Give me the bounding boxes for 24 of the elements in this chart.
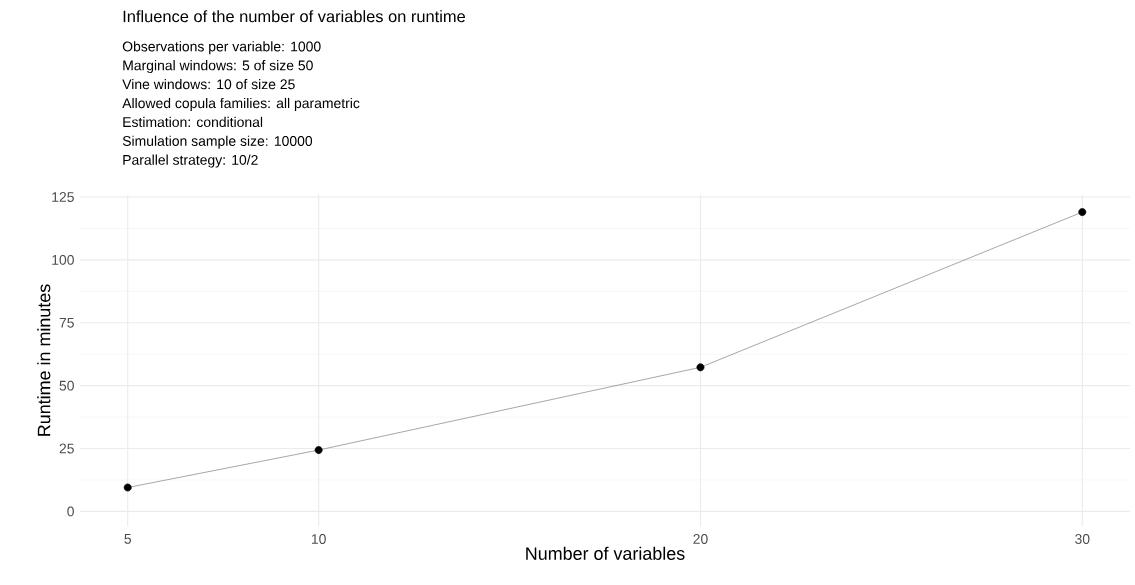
point bbox=[1078, 208, 1087, 217]
text: Parallel strategy: 10/2 bbox=[123, 154, 258, 168]
y-tick-label: 125 bbox=[52, 192, 74, 202]
x-tick-label: 10 bbox=[311, 534, 326, 544]
text: Marginal windows: 5 of size 50 bbox=[123, 60, 313, 74]
x-tick-label: 20 bbox=[693, 534, 708, 544]
x-tick-label: 30 bbox=[1075, 534, 1090, 544]
y-tick-label: 0 bbox=[67, 506, 74, 517]
point bbox=[696, 363, 705, 372]
text: Estimation: conditional bbox=[123, 116, 263, 128]
point bbox=[123, 483, 132, 492]
y-tick-label: 50 bbox=[59, 380, 74, 391]
y-tick-label: 100 bbox=[52, 254, 74, 265]
text: Vine windows: 10 of size 25 bbox=[122, 78, 295, 90]
y-axis-title: Runtime in minutes bbox=[37, 284, 51, 436]
text: Allowed copula families: all parametric bbox=[122, 97, 360, 111]
text: Simulation sample size: 10000 bbox=[122, 135, 313, 149]
text: Observations per variable: 1000 bbox=[122, 41, 321, 55]
point bbox=[314, 446, 323, 454]
x-axis-title: Number of variables bbox=[526, 546, 685, 560]
x-tick-label: 5 bbox=[124, 534, 132, 544]
y-tick-label: 25 bbox=[59, 443, 74, 454]
y-tick-label: 75 bbox=[59, 317, 74, 328]
chart-title: Influence of the number of variables on runtime bbox=[123, 10, 465, 23]
